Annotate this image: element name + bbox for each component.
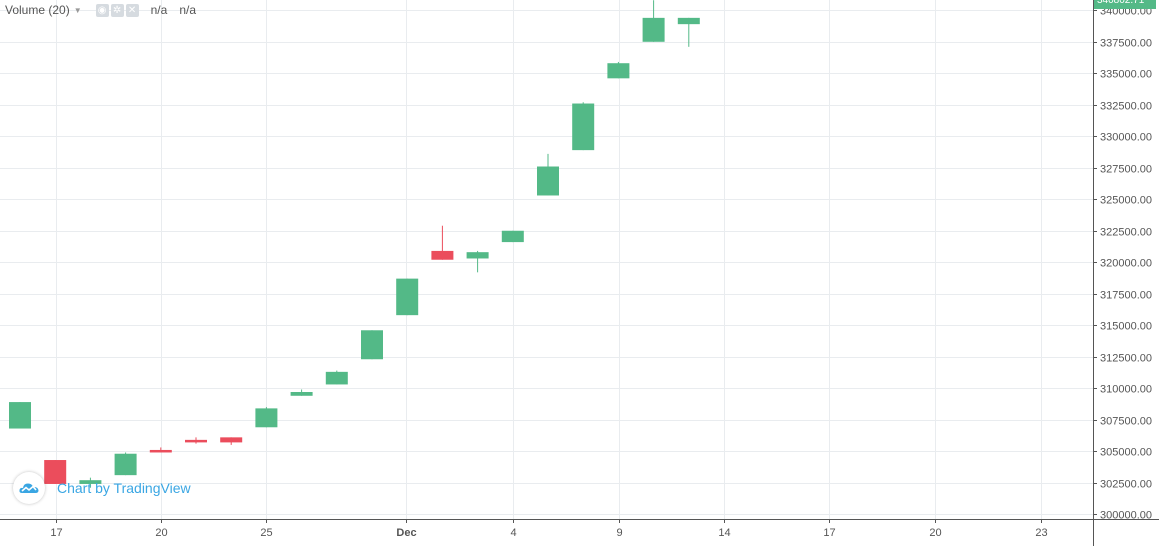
y-tick-label: 327500.00	[1100, 164, 1152, 176]
x-tick-label: 20	[155, 527, 167, 539]
last-price-label: 340802.71	[1094, 0, 1156, 9]
candle	[501, 230, 524, 243]
candle	[9, 402, 31, 429]
candle	[114, 452, 137, 476]
candle	[79, 477, 102, 488]
candle	[431, 225, 454, 260]
candle-body	[572, 103, 595, 151]
candle-body	[501, 230, 524, 243]
candle-body	[9, 402, 31, 429]
candle	[572, 102, 595, 151]
candle	[149, 447, 172, 453]
tradingview-watermark[interactable]: Chart by TradingView	[13, 472, 191, 504]
candle	[677, 17, 700, 47]
y-tick-label: 335000.00	[1100, 69, 1152, 81]
candle	[607, 61, 630, 79]
settings-icon[interactable]: ✲	[110, 3, 124, 17]
candle-body	[114, 453, 137, 476]
candle-body	[361, 330, 383, 360]
candle-body	[466, 252, 489, 259]
candle-body	[325, 371, 348, 385]
candle-body	[185, 439, 207, 443]
candle	[396, 278, 419, 316]
y-tick-label: 325000.00	[1100, 195, 1152, 207]
x-tick-label: 23	[1035, 527, 1047, 539]
y-tick-label: 332500.00	[1100, 101, 1152, 113]
x-tick-label: 9	[616, 527, 622, 539]
candle-body	[607, 63, 630, 79]
eye-icon[interactable]: ◉	[95, 3, 109, 17]
x-tick-label: 17	[823, 527, 835, 539]
x-tick-label: 4	[510, 527, 516, 539]
candle-body	[220, 437, 243, 443]
candle	[185, 437, 207, 444]
volume-legend: Volume (20) ▼ ◉ ✲ ✕ n/a n/a	[5, 2, 196, 18]
x-tick-label: 25	[260, 527, 272, 539]
candles	[9, 0, 700, 488]
x-tick-label: 17	[50, 527, 62, 539]
y-tick-label: 330000.00	[1100, 132, 1152, 144]
y-tick-label: 337500.00	[1100, 38, 1152, 50]
y-tick-label: 305000.00	[1100, 447, 1152, 459]
candle	[290, 389, 313, 396]
x-tick-label: 20	[929, 527, 941, 539]
candle-body	[79, 480, 102, 484]
study-value-1: n/a	[150, 3, 168, 17]
candle	[220, 437, 243, 445]
candle	[325, 370, 348, 385]
candle-body	[431, 250, 454, 260]
candle-body	[149, 449, 172, 453]
study-label[interactable]: Volume (20)	[5, 3, 70, 17]
candle	[361, 330, 383, 360]
grid-lines	[0, 0, 1093, 519]
y-tick-label: 302500.00	[1100, 479, 1152, 491]
candle	[642, 0, 665, 42]
y-tick-label: 317500.00	[1100, 290, 1152, 302]
y-tick-label: 307500.00	[1100, 416, 1152, 428]
y-tick-label: 312500.00	[1100, 353, 1152, 365]
study-value-2: n/a	[179, 3, 196, 17]
x-tick-label: Dec	[396, 527, 416, 539]
tradingview-cloud-icon	[13, 472, 45, 504]
x-tick-label: 14	[718, 527, 730, 539]
candle-body	[677, 17, 700, 25]
candle-body	[642, 17, 665, 42]
y-tick-label: 322500.00	[1100, 227, 1152, 239]
y-tick-label: 300000.00	[1100, 510, 1152, 522]
candle-body	[255, 408, 278, 428]
y-tick-label: 320000.00	[1100, 258, 1152, 270]
candle-body	[537, 166, 559, 196]
close-icon[interactable]: ✕	[125, 3, 139, 17]
candle-body	[396, 278, 419, 316]
candle-body	[44, 460, 67, 484]
candle	[44, 460, 67, 484]
watermark-text: Chart by TradingView	[57, 480, 191, 496]
y-tick-label: 315000.00	[1100, 321, 1152, 333]
y-tick-label: 310000.00	[1100, 384, 1152, 396]
candle	[255, 407, 278, 428]
candle-body	[290, 392, 313, 396]
chevron-down-icon[interactable]: ▼	[73, 5, 82, 15]
candle	[466, 250, 489, 273]
candle	[537, 153, 559, 196]
